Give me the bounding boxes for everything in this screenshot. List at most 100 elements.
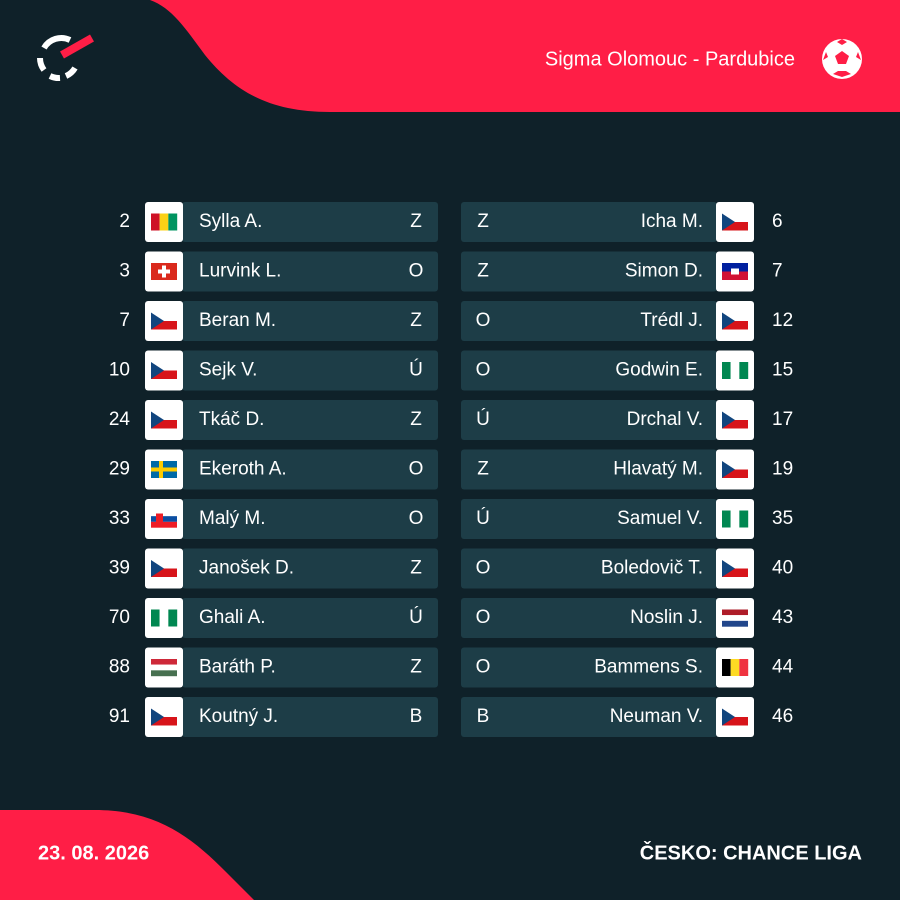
- flag-part: [151, 659, 177, 665]
- flag-part: [722, 411, 735, 429]
- shirt-number: 15: [772, 360, 793, 381]
- player-position: O: [409, 261, 424, 282]
- flag-part: [722, 469, 748, 478]
- flag-part: [151, 362, 164, 379]
- flag-part: [151, 321, 177, 330]
- player-row: 43 Noslin J. O: [461, 598, 793, 638]
- player-row: 12 Trédl J. O: [461, 301, 793, 341]
- player-position: O: [409, 508, 424, 529]
- match-title: Sigma Olomouc - Pardubice: [545, 48, 795, 70]
- player-position: Z: [410, 558, 422, 579]
- shirt-number: 7: [119, 310, 130, 331]
- player-row: 39 Janošek D. Z: [109, 548, 438, 589]
- logo-slash: [60, 34, 94, 59]
- flag-part: [730, 510, 740, 528]
- player-name: Ekeroth A.: [199, 459, 287, 480]
- player-position: O: [476, 360, 491, 381]
- player-position: B: [477, 706, 490, 727]
- flag-part: [731, 268, 739, 275]
- flag-part: [156, 513, 163, 524]
- flag-part: [159, 609, 169, 627]
- player-bar: [182, 598, 438, 638]
- shirt-number: 70: [109, 607, 130, 628]
- flag-part: [151, 411, 164, 429]
- match-date: 23. 08. 2026: [38, 842, 149, 864]
- flag-part: [151, 411, 177, 420]
- logo: [37, 34, 94, 82]
- player-row: 91 Koutný J. B: [109, 697, 438, 737]
- player-position: Ú: [409, 606, 423, 628]
- flag-part: [168, 213, 178, 231]
- player-name: Samuel V.: [617, 508, 703, 529]
- rows: 2 Sylla A. Z 3 Lurvink L. O 7 Beran M. Z 10 Sejk V…: [109, 202, 794, 737]
- footer-band: [0, 810, 254, 900]
- league-name: ČESKO: CHANCE LIGA: [640, 840, 862, 864]
- player-row: 29 Ekeroth A. O: [109, 449, 438, 490]
- flag-part: [168, 609, 178, 627]
- player-bar: [461, 548, 717, 589]
- flag-part: [151, 560, 177, 569]
- shirt-number: 7: [772, 261, 783, 282]
- flag-part: [722, 362, 731, 379]
- flag-part: [722, 312, 748, 321]
- player-name: Bammens S.: [594, 657, 703, 678]
- player-row: 70 Ghali A. Ú: [109, 598, 438, 638]
- flag-part: [722, 420, 748, 429]
- player-position: O: [476, 657, 491, 678]
- player-name: Lurvink L.: [199, 261, 281, 282]
- player-bar: [182, 449, 438, 490]
- player-name: Baráth P.: [199, 657, 276, 678]
- player-position: O: [409, 459, 424, 480]
- flag-part: [739, 362, 749, 379]
- player-bar: [182, 350, 438, 391]
- flag-part: [151, 717, 177, 726]
- player-row: 46 Neuman V. B: [461, 697, 793, 737]
- player-row: 2 Sylla A. Z: [119, 202, 438, 242]
- flag-part: [722, 717, 748, 726]
- flag-part: [722, 222, 748, 231]
- flag-part: [722, 560, 748, 569]
- shirt-number: 33: [109, 508, 130, 529]
- player-bar: [461, 301, 717, 341]
- shirt-number: 10: [109, 360, 130, 381]
- flag-part: [151, 521, 177, 528]
- player-name: Icha M.: [641, 211, 703, 232]
- player-position: Z: [410, 310, 422, 331]
- flag-part: [151, 312, 177, 321]
- player-row: 15 Godwin E. O: [461, 350, 793, 391]
- flag-part: [151, 516, 177, 522]
- player-bar: [461, 350, 717, 391]
- player-position: O: [476, 310, 491, 331]
- shirt-number: 88: [109, 657, 130, 678]
- player-name: Sejk V.: [199, 360, 257, 381]
- player-bar: [182, 301, 438, 341]
- flag-part: [722, 708, 735, 726]
- flag-part: [151, 664, 177, 671]
- flag-part: [739, 510, 749, 528]
- shirt-number: 40: [772, 558, 793, 579]
- player-row: 7 Beran M. Z: [119, 301, 438, 341]
- ball-patch: [835, 51, 849, 64]
- flag-part: [159, 213, 169, 231]
- player-row: 88 Baráth P. Z: [109, 647, 438, 688]
- player-name: Sylla A.: [199, 211, 262, 232]
- flag-part: [151, 467, 177, 472]
- player-bar: [182, 400, 438, 440]
- player-bar: [461, 400, 717, 440]
- player-bar: [182, 499, 438, 539]
- flag-part: [722, 609, 748, 616]
- logo-arc: [41, 35, 72, 50]
- player-position: Ú: [476, 408, 490, 430]
- ball-patch: [856, 52, 861, 60]
- flag-part: [159, 461, 163, 478]
- player-name: Neuman V.: [610, 706, 703, 727]
- player-position: Z: [477, 459, 489, 480]
- player-bar: [182, 697, 438, 737]
- flag-part: [722, 213, 735, 231]
- shirt-number: 35: [772, 508, 793, 529]
- flag-part: [730, 362, 740, 379]
- flag-part: [151, 708, 177, 717]
- flag-part: [151, 609, 160, 627]
